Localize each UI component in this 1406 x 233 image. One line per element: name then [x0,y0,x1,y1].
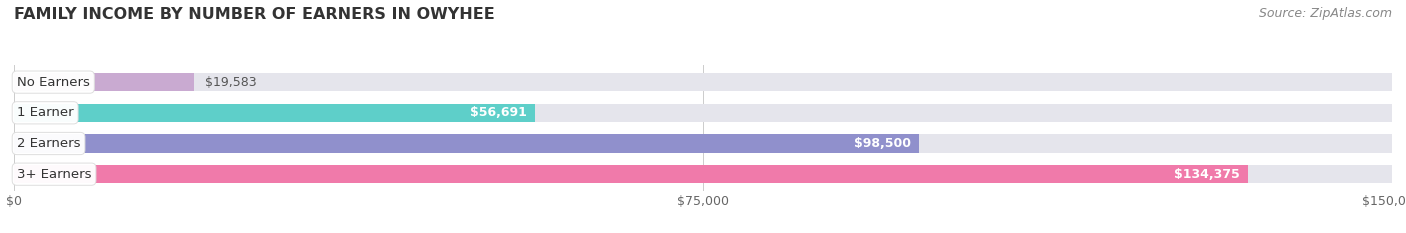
Bar [14,134,1392,153]
Text: Source: ZipAtlas.com: Source: ZipAtlas.com [1258,7,1392,20]
Bar [14,104,534,122]
Bar [14,165,1249,183]
Text: $134,375: $134,375 [1174,168,1240,181]
Bar [14,165,1392,183]
Text: No Earners: No Earners [17,76,90,89]
Text: $19,583: $19,583 [205,76,256,89]
Bar [14,134,920,153]
Bar [14,104,1392,122]
Text: 2 Earners: 2 Earners [17,137,80,150]
Text: 1 Earner: 1 Earner [17,106,73,119]
Text: $56,691: $56,691 [470,106,527,119]
Text: $98,500: $98,500 [853,137,911,150]
Text: FAMILY INCOME BY NUMBER OF EARNERS IN OWYHEE: FAMILY INCOME BY NUMBER OF EARNERS IN OW… [14,7,495,22]
Text: 3+ Earners: 3+ Earners [17,168,91,181]
Bar [14,73,1392,91]
Bar [14,73,194,91]
